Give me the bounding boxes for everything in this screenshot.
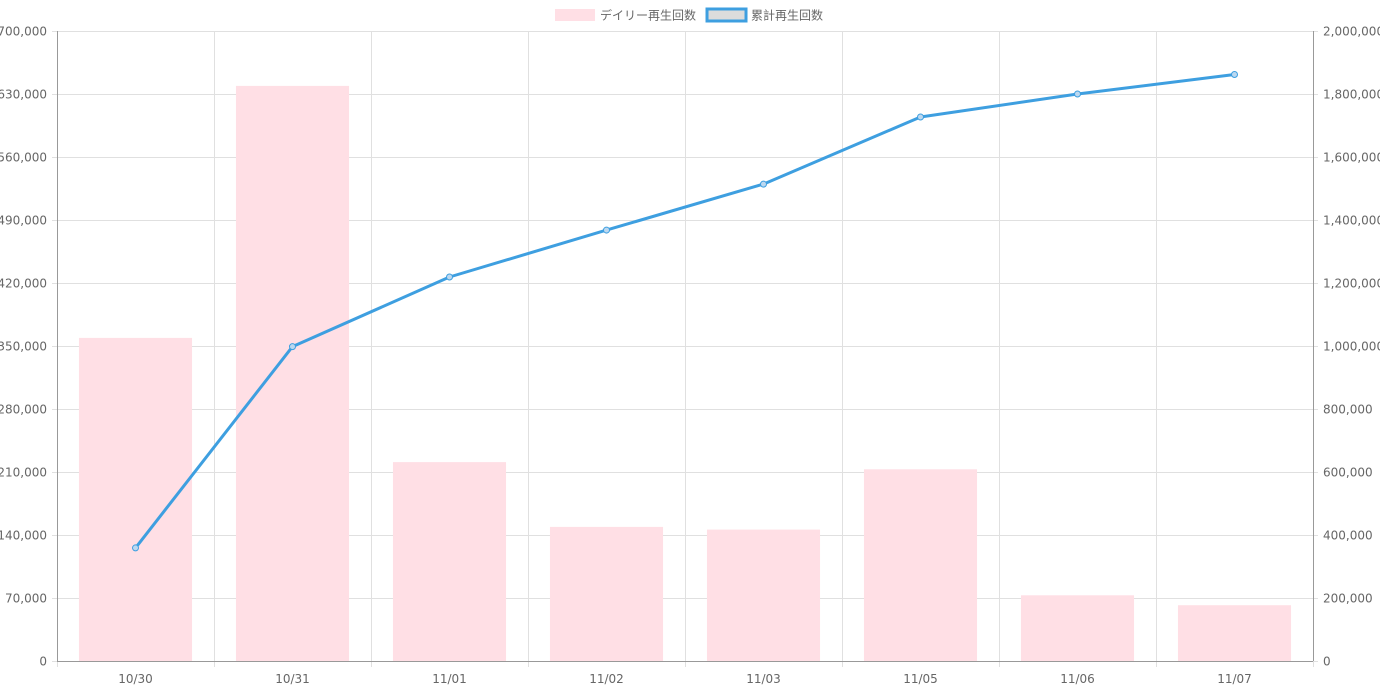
y-right-tick-label: 0: [1323, 655, 1331, 669]
y-right-tick-label: 1,800,000: [1323, 88, 1380, 102]
y-right-tick-label: 2,000,000: [1323, 25, 1380, 39]
y-right-tick-label: 1,200,000: [1323, 277, 1380, 291]
legend-label: デイリー再生回数: [600, 8, 696, 23]
y-left-tick-label: 630,000: [0, 88, 47, 102]
legend-swatch-line: [705, 7, 748, 23]
bar: [1177, 605, 1292, 661]
x-tick-label: 10/31: [275, 672, 310, 686]
y-right-tick-label: 1,000,000: [1323, 340, 1380, 354]
y-left-tick-label: 0: [39, 655, 47, 669]
line-point: [446, 273, 453, 281]
bar: [706, 529, 821, 661]
legend-swatch-bar: [555, 9, 595, 21]
y-right-tick-label: 600,000: [1323, 466, 1373, 480]
cumulative-line: [134, 73, 1235, 549]
line-point: [603, 226, 610, 234]
bar: [392, 462, 507, 661]
x-tick-label: 11/03: [746, 672, 781, 686]
y-right-tick-label: 200,000: [1323, 592, 1373, 606]
bar: [549, 526, 664, 661]
y-left-tick-label: 420,000: [0, 277, 47, 291]
line-series: [132, 70, 1238, 552]
y-left-tick-label: 70,000: [5, 592, 47, 606]
y-right-tick-label: 1,400,000: [1323, 214, 1380, 228]
bar: [863, 469, 978, 661]
y-left-tick-label: 560,000: [0, 151, 47, 165]
y-left-tick-label: 700,000: [0, 25, 47, 39]
y-left-tick-label: 350,000: [0, 340, 47, 354]
bar: [1020, 595, 1135, 661]
y-left-tick-label: 280,000: [0, 403, 47, 417]
line-point: [1231, 70, 1238, 78]
y-right-tick-label: 800,000: [1323, 403, 1373, 417]
y-left-tick-label: 210,000: [0, 466, 47, 480]
x-tick-label: 11/02: [589, 672, 624, 686]
line-point: [760, 180, 767, 188]
x-tick-label: 11/01: [432, 672, 467, 686]
x-tick-label: 11/06: [1060, 672, 1095, 686]
line-point: [289, 343, 296, 351]
x-tick-label: 11/05: [903, 672, 938, 686]
tick-labels: 0 70,000 140,000 210,000 280,000 350,000 420,0…: [0, 25, 1380, 687]
bar: [235, 85, 350, 661]
x-tick-label: 11/07: [1217, 672, 1252, 686]
axes: [57, 31, 1314, 662]
bar-series: [78, 85, 1292, 661]
line-point: [917, 113, 924, 121]
legend-label: 累計再生回数: [751, 8, 823, 23]
line-point: [1074, 90, 1081, 98]
x-tick-label: 10/30: [118, 672, 153, 686]
y-left-tick-label: 490,000: [0, 214, 47, 228]
legend: デイリー再生回数 累計再生回数: [555, 7, 823, 23]
y-right-tick-label: 1,600,000: [1323, 151, 1380, 165]
y-right-tick-label: 400,000: [1323, 529, 1373, 543]
y-left-tick-label: 140,000: [0, 529, 47, 543]
line-point: [132, 544, 139, 552]
